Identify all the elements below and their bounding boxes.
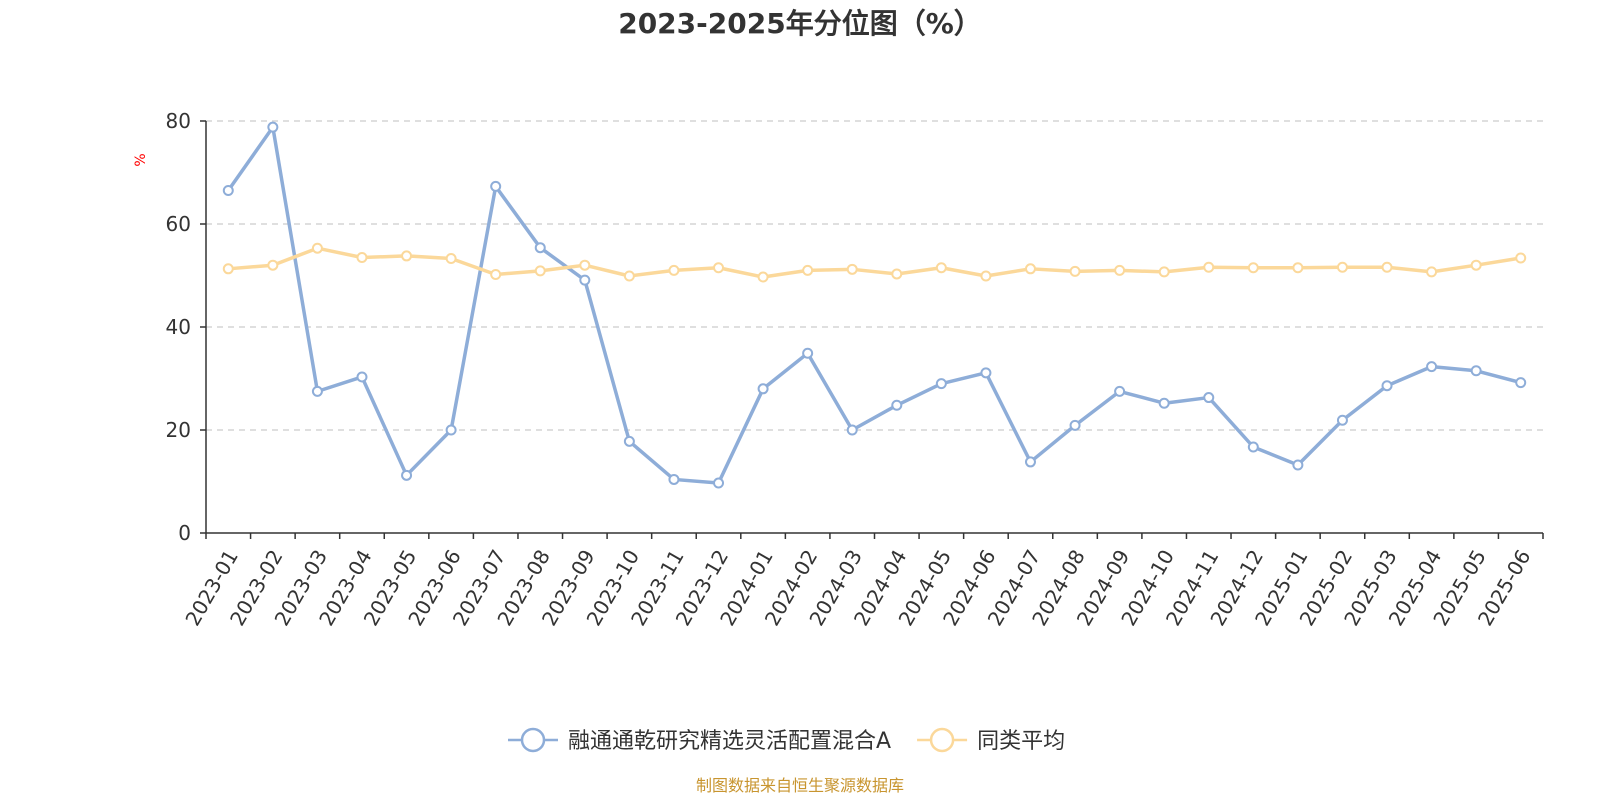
- data-point[interactable]: [846, 263, 858, 275]
- data-point[interactable]: [579, 259, 591, 271]
- data-point[interactable]: [802, 347, 814, 359]
- series-1: [222, 242, 1527, 283]
- legend-item-0[interactable]: 融通通乾研究精选灵活配置混合A: [508, 727, 891, 754]
- data-point[interactable]: [668, 264, 680, 276]
- data-point[interactable]: [267, 259, 279, 271]
- data-point[interactable]: [1024, 456, 1036, 468]
- y-tick-label: 20: [166, 418, 191, 442]
- data-point[interactable]: [267, 121, 279, 133]
- data-point[interactable]: [1247, 262, 1259, 274]
- y-tick-label: 60: [166, 212, 191, 236]
- legend-label: 同类平均: [977, 729, 1065, 754]
- data-point[interactable]: [1381, 261, 1393, 273]
- data-point[interactable]: [623, 270, 635, 282]
- legend-label: 融通通乾研究精选灵活配置混合A: [568, 729, 891, 754]
- data-point[interactable]: [713, 477, 725, 489]
- data-point[interactable]: [1114, 264, 1126, 276]
- data-point[interactable]: [1203, 392, 1215, 404]
- data-point[interactable]: [401, 469, 413, 481]
- data-point[interactable]: [445, 253, 457, 265]
- data-point[interactable]: [311, 385, 323, 397]
- data-point[interactable]: [1381, 380, 1393, 392]
- data-point[interactable]: [1292, 262, 1304, 274]
- data-point[interactable]: [1426, 266, 1438, 278]
- y-tick-label: 80: [166, 109, 191, 133]
- data-point[interactable]: [1336, 414, 1348, 426]
- legend-item-1[interactable]: 同类平均: [917, 727, 1065, 754]
- data-point[interactable]: [356, 251, 368, 263]
- data-point[interactable]: [1336, 261, 1348, 273]
- data-point[interactable]: [846, 424, 858, 436]
- data-point[interactable]: [668, 473, 680, 485]
- data-point[interactable]: [1515, 377, 1527, 389]
- data-point[interactable]: [713, 262, 725, 274]
- data-point[interactable]: [980, 367, 992, 379]
- data-point[interactable]: [757, 271, 769, 283]
- data-point[interactable]: [490, 268, 502, 280]
- chart-title: 2023-2025年分位图（%）: [618, 7, 982, 40]
- series-0: [222, 121, 1527, 489]
- data-point[interactable]: [1069, 419, 1081, 431]
- source-note: 制图数据来自恒生聚源数据库: [696, 776, 904, 795]
- data-point[interactable]: [1203, 261, 1215, 273]
- data-point[interactable]: [445, 424, 457, 436]
- data-point[interactable]: [490, 180, 502, 192]
- data-point[interactable]: [623, 435, 635, 447]
- legend-marker: [520, 727, 546, 753]
- data-point[interactable]: [534, 242, 546, 254]
- data-point[interactable]: [1426, 361, 1438, 373]
- data-point[interactable]: [802, 264, 814, 276]
- grid: [206, 120, 1543, 431]
- data-point[interactable]: [1069, 265, 1081, 277]
- y-axis-label: %: [133, 153, 149, 166]
- data-point[interactable]: [311, 242, 323, 254]
- data-point[interactable]: [757, 383, 769, 395]
- data-point[interactable]: [222, 185, 234, 197]
- data-point[interactable]: [935, 262, 947, 274]
- data-point[interactable]: [1114, 385, 1126, 397]
- data-point[interactable]: [1024, 263, 1036, 275]
- series: [222, 121, 1527, 489]
- axes: 0204060802023-012023-022023-032023-04202…: [166, 109, 1544, 630]
- legend-marker: [929, 727, 955, 753]
- y-tick-label: 0: [178, 521, 191, 545]
- data-point[interactable]: [891, 399, 903, 411]
- data-point[interactable]: [1470, 365, 1482, 377]
- data-point[interactable]: [401, 250, 413, 262]
- data-point[interactable]: [1158, 397, 1170, 409]
- y-tick-label: 40: [166, 315, 191, 339]
- data-point[interactable]: [222, 263, 234, 275]
- data-point[interactable]: [980, 270, 992, 282]
- data-point[interactable]: [1470, 259, 1482, 271]
- data-point[interactable]: [534, 265, 546, 277]
- data-point[interactable]: [1247, 441, 1259, 453]
- legend: 融通通乾研究精选灵活配置混合A 同类平均: [508, 727, 1065, 754]
- series-line: [228, 246, 1521, 279]
- data-point[interactable]: [935, 378, 947, 390]
- series-line: [226, 125, 1522, 485]
- data-point[interactable]: [1292, 459, 1304, 471]
- data-point[interactable]: [356, 371, 368, 383]
- data-point[interactable]: [891, 268, 903, 280]
- data-point[interactable]: [579, 274, 591, 286]
- data-point[interactable]: [1158, 266, 1170, 278]
- data-point[interactable]: [1515, 252, 1527, 264]
